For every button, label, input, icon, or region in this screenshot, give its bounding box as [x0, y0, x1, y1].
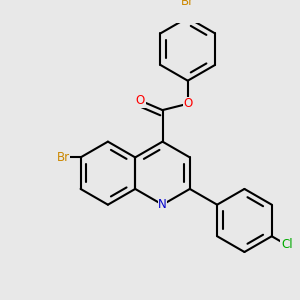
Text: Br: Br	[181, 0, 194, 8]
Text: O: O	[136, 94, 145, 107]
Text: N: N	[158, 198, 167, 211]
Text: Br: Br	[57, 151, 70, 164]
Text: Cl: Cl	[281, 238, 292, 251]
Text: O: O	[183, 97, 192, 110]
